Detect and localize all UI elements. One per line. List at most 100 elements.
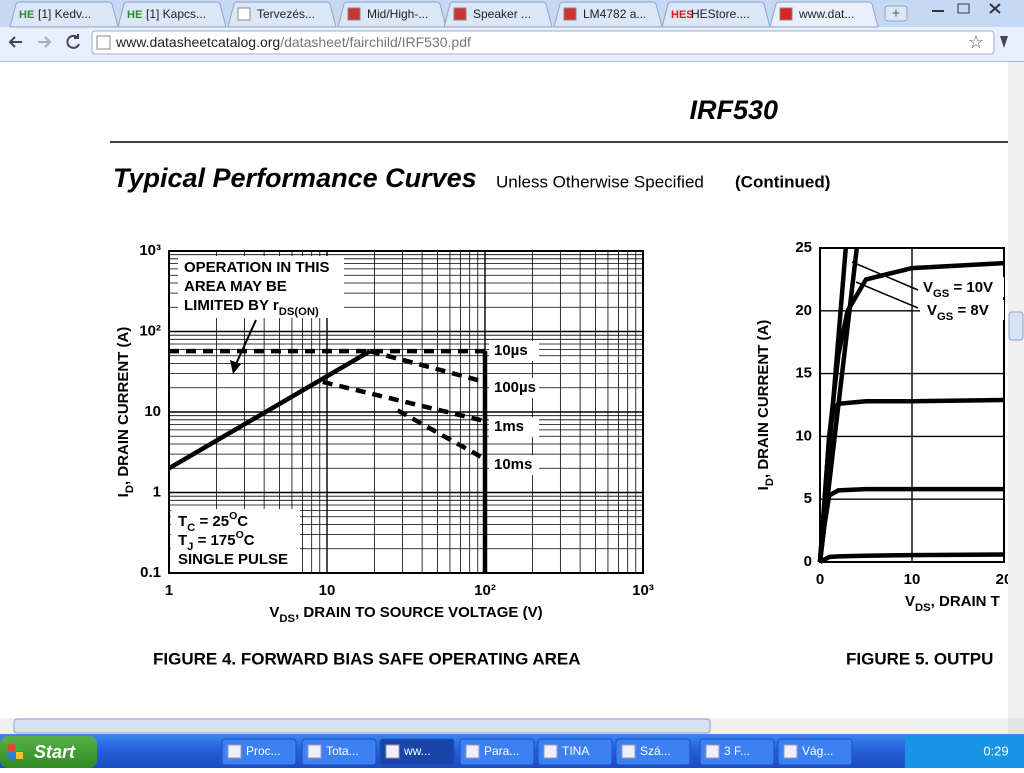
y-axis-label-part: , DRAIN CURRENT (A): [115, 327, 132, 485]
taskbar-item-label: Szá...: [640, 744, 671, 758]
tab[interactable]: [9, 1, 119, 28]
conditions-part: J: [187, 541, 193, 553]
annotation-part: V: [923, 279, 933, 296]
conditions-part: C: [244, 532, 255, 549]
start-button[interactable]: [0, 736, 97, 768]
annotation-arrow: [235, 319, 257, 365]
tab-icon: [453, 7, 467, 21]
tab[interactable]: [443, 1, 553, 28]
conditions-part: T: [178, 513, 187, 530]
annotation-part: = 8V: [953, 302, 988, 319]
y-tick-label: 10: [795, 427, 812, 444]
conditions-part: C: [237, 513, 248, 530]
restore[interactable]: [957, 3, 970, 14]
y-axis-label-part: , DRAIN CURRENT (A): [755, 320, 772, 478]
conditions-part: SINGLE PULSE: [178, 551, 288, 568]
tab-icon: HE: [19, 9, 34, 21]
y-tick-label: 20: [795, 302, 812, 319]
close[interactable]: [989, 3, 1001, 14]
windows-logo: [16, 744, 23, 751]
annotation-part: GS: [933, 288, 950, 300]
y-tick-label: 10³: [139, 242, 161, 259]
reload-button[interactable]: [66, 34, 80, 49]
heading: Typical Performance Curves: [113, 163, 477, 193]
conditions: TJ = 175OC: [178, 529, 255, 553]
v-scroll-thumb[interactable]: [1008, 311, 1024, 341]
tab-title: LM4782 a...: [583, 7, 646, 21]
tab-icon: [237, 7, 251, 21]
taskbar-item-label: TINA: [562, 744, 589, 758]
series-label-bg: [489, 417, 539, 438]
h-scroll-thumb[interactable]: [13, 718, 711, 734]
series-label: 1ms: [494, 418, 524, 435]
tab[interactable]: [337, 1, 447, 28]
tab-title: Tervezés...: [257, 7, 315, 21]
annotation-arrowhead: [230, 360, 241, 374]
nav-buttons: [8, 34, 80, 49]
v-scrollbar[interactable]: [1008, 62, 1024, 718]
tab-icon: [347, 7, 361, 21]
tab-title: Mid/High-...: [367, 7, 428, 21]
tab-icon: [563, 7, 577, 21]
tab-icon: HES: [671, 9, 694, 21]
taskbar-item-icon: [307, 744, 322, 759]
tab-title: Speaker ...: [473, 7, 531, 21]
start-label: Start: [34, 742, 76, 762]
x-axis-label-part: V: [269, 604, 279, 621]
x-axis-label-part: V: [905, 593, 915, 610]
back-button[interactable]: [8, 36, 22, 48]
annotation-part: GS: [937, 311, 954, 323]
y-axis-label-part: D: [124, 485, 136, 493]
annotation-box: [178, 256, 344, 318]
windows-logo: [16, 752, 23, 759]
taskbar-item-label: 3 F...: [724, 744, 750, 758]
tab-icon: HE: [127, 9, 142, 21]
tab[interactable]: [553, 1, 663, 28]
x-axis-label: VDS, DRAIN TO SOURCE VOLTAGE (V): [269, 604, 542, 625]
tab-title: HEStore....: [691, 7, 750, 21]
x-axis-label-part: DS: [915, 602, 931, 614]
annotation: VGS = 8V: [927, 302, 989, 323]
annotation-part: LIMITED BY r: [184, 297, 279, 314]
new-tab-button[interactable]: [884, 5, 908, 22]
scroll-corner: [1008, 718, 1024, 734]
y-tick-label: 10: [144, 403, 161, 420]
figure-caption: FIGURE 5. OUTPU: [846, 649, 993, 668]
taskbar-item-icon: [227, 744, 242, 759]
annotation: VGS = 10V: [923, 279, 993, 300]
pdf-page: IRF530 Typical Performance Curves Unless…: [110, 95, 1008, 668]
omnibox[interactable]: [91, 30, 995, 55]
conditions-part: = 175: [193, 532, 235, 549]
clock: 0:29: [983, 743, 1008, 758]
conditions: TC = 25OC: [178, 510, 248, 534]
y-tick-label: 0: [804, 553, 812, 570]
annotation: OPERATION IN THIS: [184, 259, 330, 276]
tab[interactable]: [661, 1, 771, 28]
annotation: LIMITED BY rDS(ON): [184, 297, 319, 318]
annotation-part: AREA MAY BE: [184, 278, 287, 295]
tab[interactable]: [227, 1, 337, 28]
y-tick-label: 1: [153, 483, 161, 500]
y-tick-label: 10²: [139, 322, 161, 339]
settings-wrench[interactable]: [1000, 36, 1008, 48]
taskbar-item-label: Proc...: [246, 744, 281, 758]
tab[interactable]: [117, 1, 227, 28]
plot-frame: [819, 247, 1005, 563]
annotation-part: V: [927, 302, 937, 319]
window-controls: [932, 3, 1001, 14]
taskbar-item-icon: [621, 744, 636, 759]
tab[interactable]: [769, 1, 879, 28]
tab-title: www.dat...: [798, 7, 854, 21]
y-tick-label: 15: [795, 365, 812, 382]
conditions-part: O: [236, 529, 244, 541]
taskbar-item-icon: [465, 744, 480, 759]
bookmark-star[interactable]: ☆: [968, 32, 984, 52]
curve: [817, 247, 860, 563]
annotation-bg: [920, 300, 1004, 320]
url-host: www.datasheetcatalog.org: [115, 34, 280, 50]
forward-button[interactable]: [38, 36, 52, 48]
tab-title: [1] Kedv...: [38, 7, 91, 21]
x-axis-label-part: DS: [279, 613, 295, 625]
